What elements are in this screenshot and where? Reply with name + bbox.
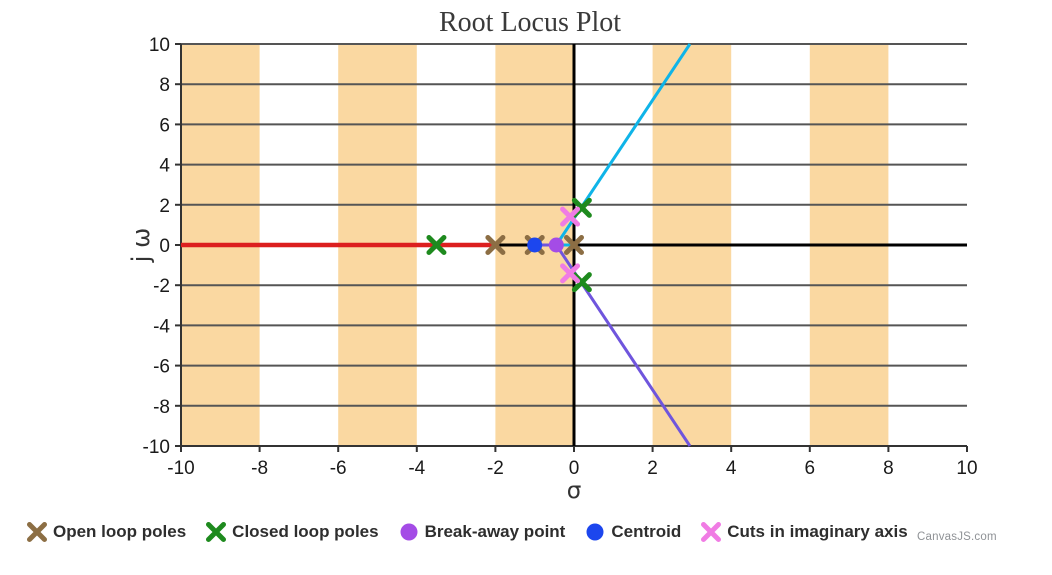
x-tick-label: 8	[883, 458, 894, 479]
legend-label: Centroid	[611, 522, 682, 541]
y-tick-label: -4	[153, 316, 170, 337]
y-tick-label: 2	[159, 196, 170, 217]
y-tick-label: 10	[149, 35, 170, 56]
chart-title: Root Locus Plot	[438, 7, 621, 38]
closed-loop-poles-marker	[426, 235, 447, 255]
centroid-circle-icon	[586, 523, 604, 541]
open-loop-poles-marker	[564, 235, 584, 255]
legend-item-break-away-point: Break-away point	[398, 521, 566, 543]
imaginary-axis-cuts-cross-icon	[701, 522, 722, 542]
y-tick-label: -8	[153, 397, 170, 418]
x-tick-label: 0	[569, 458, 580, 479]
x-tick-label: 2	[647, 458, 658, 479]
y-tick-label: -10	[143, 437, 170, 458]
legend-item-centroid: Centroid	[584, 521, 681, 543]
x-tick-label: -10	[167, 458, 194, 479]
y-tick-label: -2	[153, 276, 170, 297]
legend-label: Cuts in imaginary axis	[727, 522, 908, 541]
y-tick-label: 4	[159, 156, 170, 177]
x-tick-label: -8	[251, 458, 268, 479]
legend-item-imaginary-axis-cuts: Cuts in imaginary axis	[700, 521, 908, 543]
centroid-marker	[527, 237, 543, 253]
y-tick-label: 0	[159, 236, 170, 257]
canvasjs-watermark-link[interactable]: CanvasJS.com	[917, 531, 997, 543]
y-tick-label: 8	[159, 75, 170, 96]
y-axis-label: j ω	[127, 227, 155, 263]
x-tick-label: 10	[956, 458, 977, 479]
x-tick-label: 6	[805, 458, 816, 479]
open-loop-poles-cross-icon	[27, 522, 47, 542]
y-tick-label: 6	[159, 115, 170, 136]
legend-item-open-loop-poles: Open loop poles	[26, 521, 186, 543]
legend-label: Closed loop poles	[232, 522, 379, 541]
closed-loop-poles-cross-icon	[206, 522, 227, 542]
x-axis-label: σ	[566, 478, 582, 504]
x-tick-label: -2	[487, 458, 504, 479]
break-away-point-marker	[548, 237, 564, 253]
x-tick-label: 4	[726, 458, 737, 479]
legend-label: Break-away point	[424, 522, 566, 541]
x-tick-label: -4	[408, 458, 425, 479]
imaginary-axis-cuts-marker	[560, 206, 581, 227]
x-tick-label: -6	[330, 458, 347, 479]
open-loop-poles-marker	[485, 235, 506, 255]
imaginary-axis-cuts-marker	[560, 263, 581, 284]
legend-label: Open loop poles	[53, 522, 187, 541]
y-tick-label: -6	[153, 357, 170, 378]
break-away-point-circle-icon	[400, 523, 418, 541]
legend-item-closed-loop-poles: Closed loop poles	[205, 521, 379, 543]
legend: Open loop poles Closed loop poles Break-…	[26, 521, 908, 543]
